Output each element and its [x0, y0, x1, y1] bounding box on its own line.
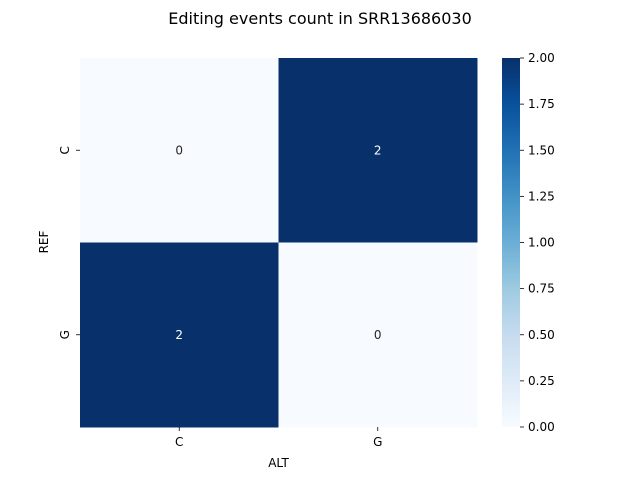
cell-value-label: 0	[374, 328, 382, 342]
heatmap-cells	[80, 58, 478, 428]
colorbar-tick-label: 1.50	[528, 143, 555, 157]
y-tick-label: C	[58, 146, 72, 154]
y-axis: CG	[58, 146, 80, 339]
heatmap-cell	[80, 58, 279, 243]
x-tick-label: G	[373, 435, 382, 449]
heatmap-cell	[278, 242, 478, 428]
colorbar-axis: 0.00 0.25 0.50 0.75 1.00 1.25 1.50 1.75 2.00	[520, 51, 555, 434]
colorbar-tick-label: 0.50	[528, 328, 555, 342]
y-axis-label: REF	[37, 230, 51, 253]
colorbar-tick-label: 0.75	[528, 282, 555, 296]
x-axis-label: ALT	[268, 456, 289, 470]
colorbar-tick-label: 2.00	[528, 51, 555, 65]
cell-value-label: 0	[175, 143, 183, 157]
colorbar	[502, 58, 520, 427]
colorbar-tick-label: 1.25	[528, 189, 555, 203]
cell-value-label: 2	[175, 328, 183, 342]
x-tick-label: C	[175, 435, 183, 449]
heatmap-cell	[278, 58, 478, 243]
chart-title: Editing events count in SRR13686030	[168, 9, 472, 28]
colorbar-tick-label: 1.75	[528, 97, 555, 111]
y-tick-label: G	[58, 330, 72, 339]
colorbar-tick-label: 0.00	[528, 420, 555, 434]
heatmap-cell	[80, 242, 279, 428]
heatmap-cell-labels: 0 2 2 0	[175, 143, 381, 342]
colorbar-tick-label: 1.00	[528, 236, 555, 250]
colorbar-tick-label: 0.25	[528, 374, 555, 388]
cell-value-label: 2	[374, 143, 382, 157]
